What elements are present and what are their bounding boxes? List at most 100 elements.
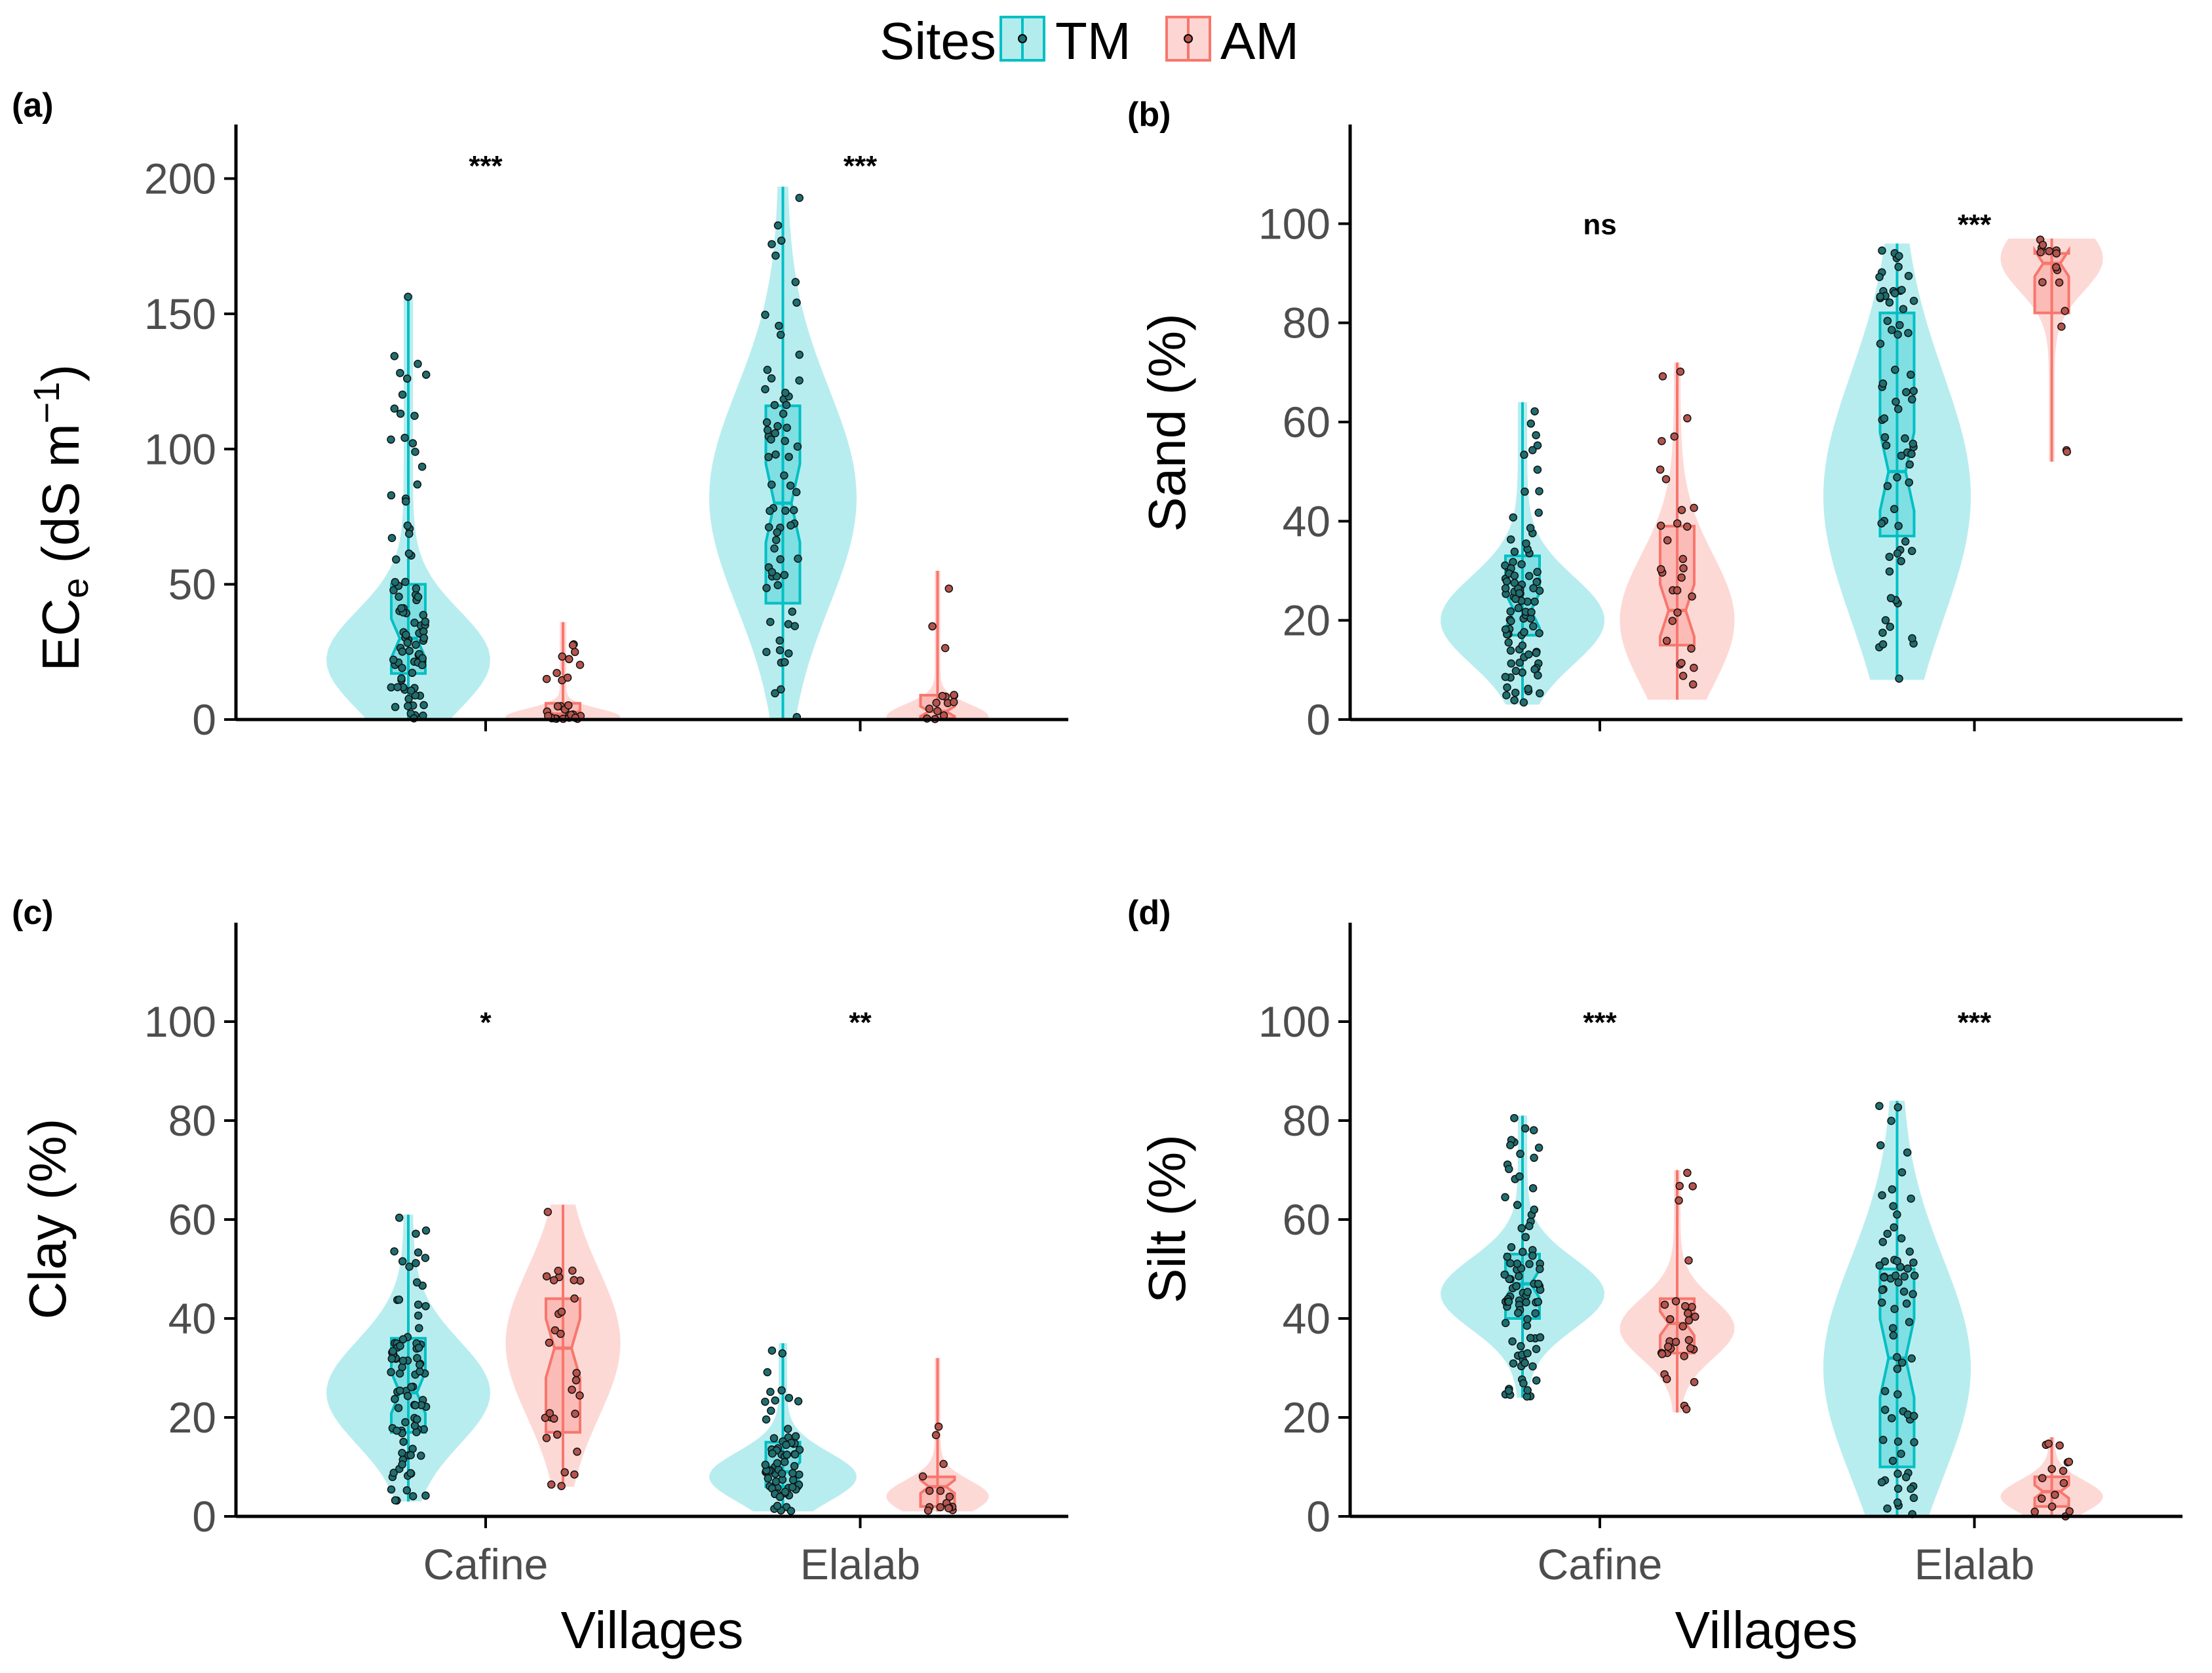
data-point xyxy=(1905,1318,1914,1326)
data-point xyxy=(779,410,788,418)
data-point xyxy=(1895,252,1903,260)
data-point xyxy=(572,1376,581,1385)
data-point xyxy=(1893,1364,1902,1374)
data-point xyxy=(1658,1350,1667,1358)
data-point xyxy=(766,1387,775,1396)
data-point xyxy=(1905,460,1914,469)
data-point xyxy=(1691,1313,1699,1321)
data-point xyxy=(392,555,400,564)
data-point xyxy=(950,698,958,706)
data-point xyxy=(1905,1247,1914,1256)
data-point xyxy=(1893,473,1901,482)
data-point xyxy=(1523,1386,1532,1394)
data-point xyxy=(1885,552,1894,561)
data-point xyxy=(775,321,783,330)
data-point xyxy=(795,193,804,202)
data-point xyxy=(778,1349,786,1358)
data-point xyxy=(1507,1243,1516,1252)
data-point xyxy=(1517,1342,1525,1351)
data-point xyxy=(545,1409,554,1417)
data-point xyxy=(1676,367,1685,376)
data-point xyxy=(405,1262,414,1271)
data-point xyxy=(776,555,785,564)
data-point xyxy=(933,706,942,716)
data-point xyxy=(412,640,420,649)
data-point xyxy=(398,1356,408,1365)
data-point xyxy=(761,1397,769,1406)
data-point xyxy=(568,641,577,649)
data-point xyxy=(414,1300,423,1309)
data-point xyxy=(1663,1342,1673,1351)
data-point xyxy=(1522,539,1530,548)
data-point xyxy=(1890,1223,1898,1232)
legend-title: Sites xyxy=(880,12,996,70)
data-point xyxy=(421,370,431,379)
data-point xyxy=(777,236,786,245)
data-point xyxy=(404,695,413,703)
plot-area: 0 50 100 150 200 *** *** xyxy=(144,150,989,744)
data-point xyxy=(1690,1377,1699,1387)
data-point xyxy=(1893,1353,1901,1362)
data-point xyxy=(1909,439,1918,448)
panel-label: (d) xyxy=(1127,894,1171,932)
data-point xyxy=(785,1393,794,1402)
data-point xyxy=(419,701,428,710)
data-point xyxy=(2044,1439,2053,1448)
data-point xyxy=(786,481,795,490)
data-point xyxy=(421,1254,430,1262)
y-tick-label: 20 xyxy=(1283,1393,1330,1442)
data-point xyxy=(398,1257,407,1266)
data-point xyxy=(1505,1164,1513,1174)
data-point xyxy=(1516,1149,1524,1159)
data-point xyxy=(402,374,412,383)
data-point xyxy=(407,1383,416,1391)
data-point xyxy=(766,507,774,515)
panel-c: (c) Clay (%) 0 20 40 60 80 100 Cafine * Elalab **… xyxy=(12,894,1068,1659)
data-point xyxy=(417,462,427,471)
data-point xyxy=(564,701,573,710)
data-point xyxy=(1514,604,1523,613)
data-point xyxy=(2051,1490,2059,1499)
data-point xyxy=(2059,1478,2068,1488)
data-point xyxy=(766,617,775,626)
data-point xyxy=(781,658,789,666)
data-point xyxy=(413,1354,421,1362)
data-point xyxy=(404,292,412,301)
data-point xyxy=(1897,1168,1907,1177)
data-point xyxy=(1534,1279,1543,1288)
data-point xyxy=(785,452,793,461)
data-point xyxy=(1663,536,1672,545)
data-point xyxy=(2047,1502,2057,1511)
data-point xyxy=(777,685,785,694)
data-point xyxy=(416,1367,424,1376)
data-point xyxy=(1501,672,1510,682)
data-point xyxy=(1899,305,1908,313)
data-point xyxy=(761,1461,770,1469)
data-point xyxy=(788,1483,797,1491)
data-point xyxy=(398,1335,408,1344)
data-point xyxy=(1890,1305,1899,1313)
data-point xyxy=(1513,1201,1522,1210)
data-point xyxy=(1506,607,1515,616)
panel-label: (a) xyxy=(12,87,54,125)
data-point xyxy=(1517,1224,1526,1233)
x-tick-label: Cafine xyxy=(423,1540,549,1588)
data-point xyxy=(771,429,779,438)
data-point xyxy=(2065,1507,2074,1516)
data-point xyxy=(795,376,804,385)
panel-a: (a) ECe (dS m−1) 0 50 100 150 200 *** *** xyxy=(12,87,1068,744)
box-am-cafine xyxy=(1659,524,1696,647)
data-point xyxy=(767,1406,775,1415)
data-point xyxy=(418,654,427,663)
data-point xyxy=(1512,1282,1521,1290)
data-point xyxy=(1877,519,1886,528)
data-point xyxy=(410,412,419,420)
data-point xyxy=(396,368,404,377)
data-point xyxy=(1502,577,1511,586)
data-point xyxy=(2051,263,2061,272)
data-point xyxy=(387,1355,397,1363)
data-point xyxy=(1513,1260,1522,1268)
data-point xyxy=(1673,519,1682,528)
data-point xyxy=(1880,1273,1888,1282)
data-point xyxy=(414,1311,423,1320)
